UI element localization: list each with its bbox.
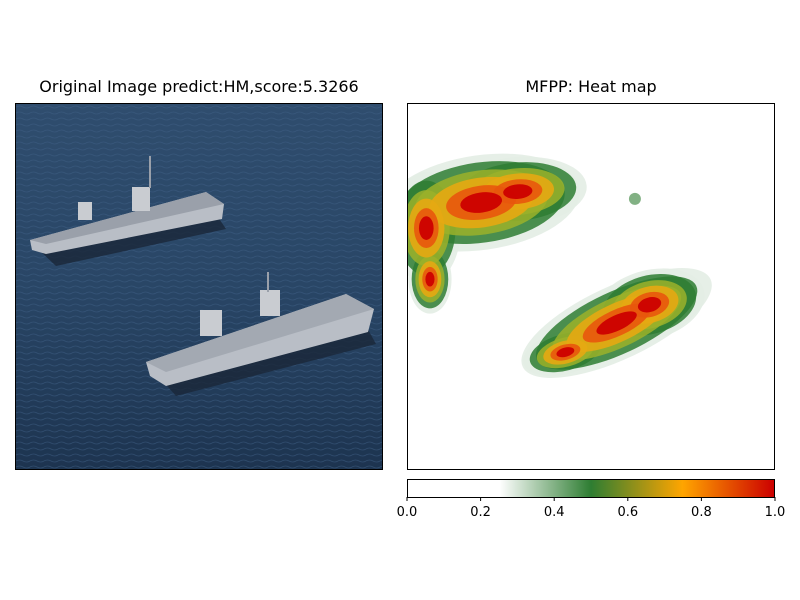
colorbar-tick-label: 1.0 [765, 505, 786, 520]
carrier-ship-1 [30, 156, 226, 266]
carrier-ship-2 [146, 272, 376, 396]
heat-region [425, 271, 435, 287]
colorbar-tick-label: 0.4 [544, 505, 565, 520]
heat-region [556, 347, 575, 358]
colorbar-ticks: 0.0 0.2 0.4 0.6 0.8 1.0 [397, 497, 786, 520]
heat-region [637, 297, 662, 313]
heat-region [460, 192, 503, 213]
colorbar-tick-label: 0.0 [397, 505, 418, 520]
heat-region [596, 311, 637, 335]
colorbar-tick-label: 0.6 [617, 505, 638, 520]
original-image-axes [15, 103, 383, 470]
original-image-title: Original Image predict:HM,score:5.3266 [39, 77, 359, 96]
heat-speck [628, 192, 641, 205]
colorbar-tick-label: 0.8 [691, 505, 712, 520]
heatmap-title: MFPP: Heat map [525, 77, 657, 96]
heatmap-plot [408, 153, 712, 378]
heat-region [418, 216, 434, 240]
aircraft-carriers-photo [16, 104, 382, 469]
colorbar-tick-label: 0.2 [470, 505, 491, 520]
heatmap-axes [407, 103, 775, 470]
colorbar [407, 479, 775, 498]
heat-region [503, 184, 533, 199]
